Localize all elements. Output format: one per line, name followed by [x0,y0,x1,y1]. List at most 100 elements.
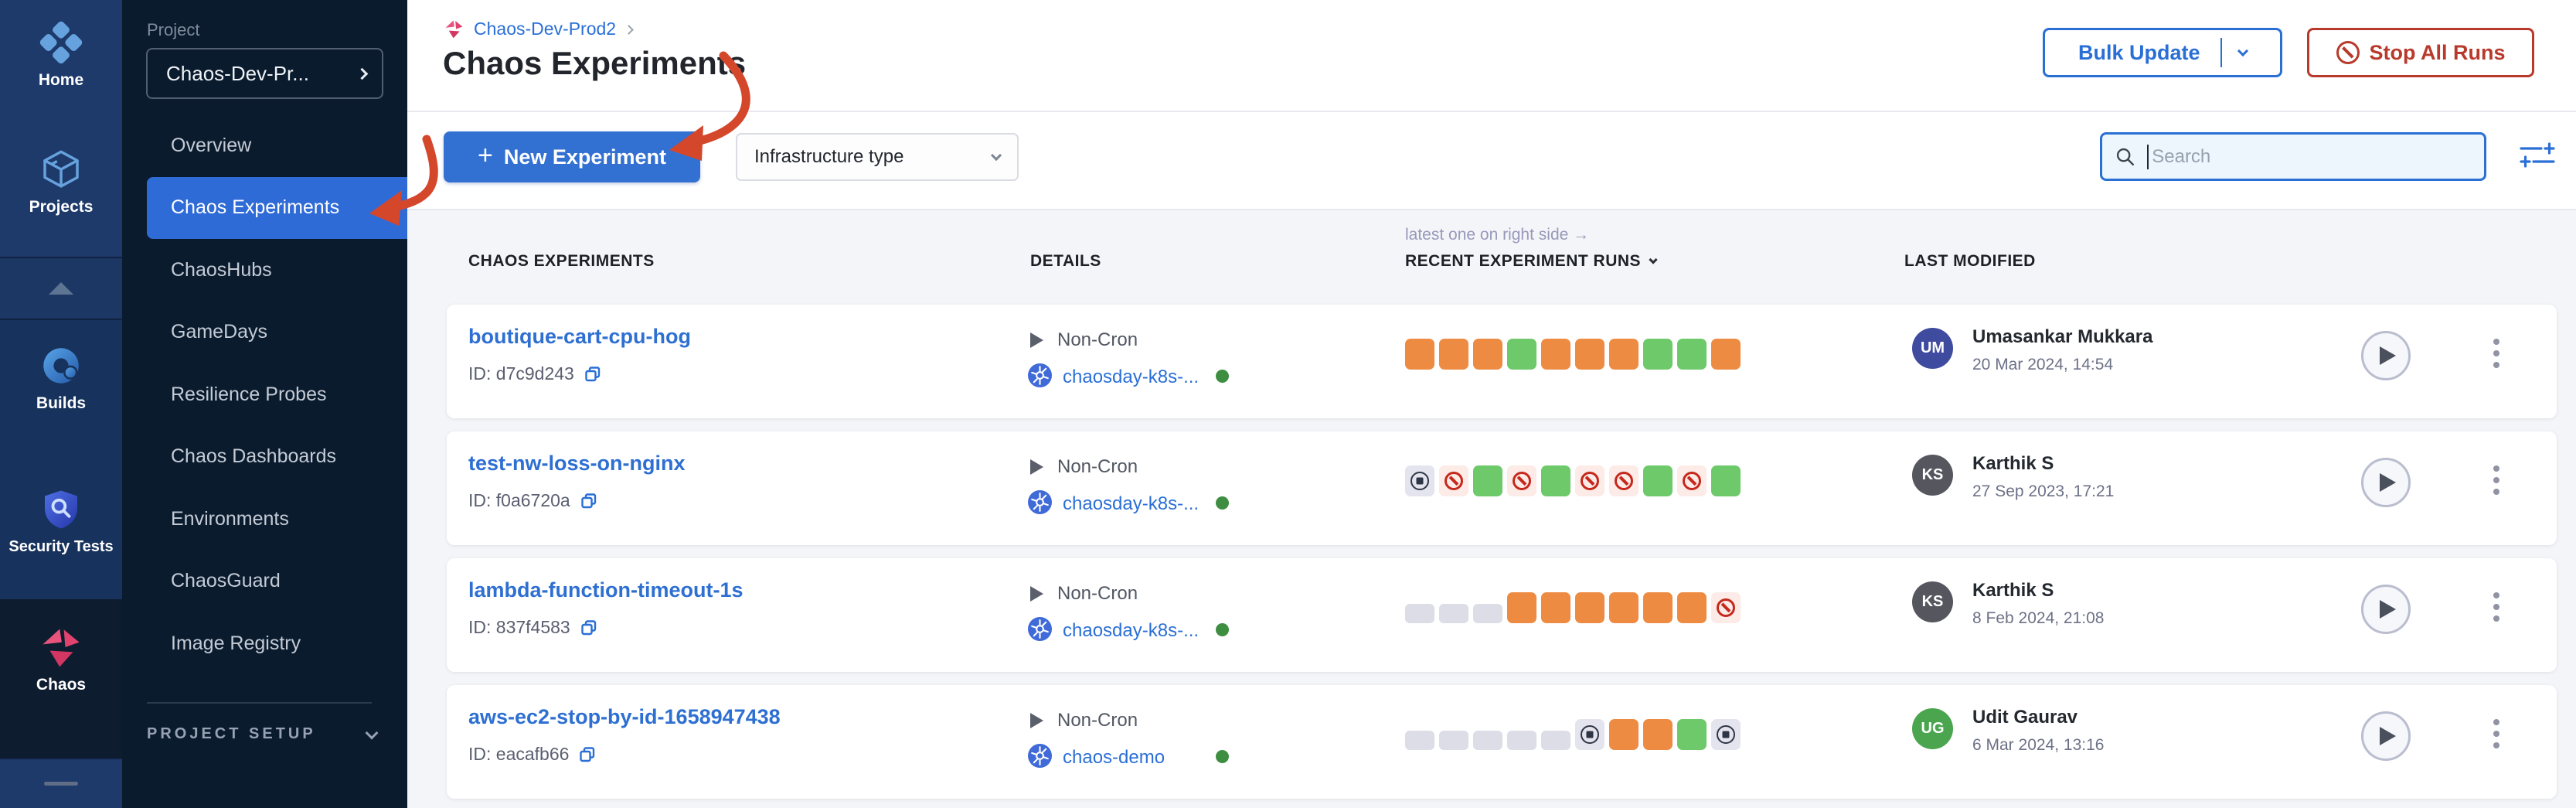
infra-link[interactable]: chaosday-k8s-... [1063,366,1200,387]
infra-link[interactable]: chaosday-k8s-... [1063,620,1200,641]
modified-date: 6 Mar 2024, 13:16 [1972,736,2105,754]
project-setup-toggle[interactable]: PROJECT SETUP [147,725,379,743]
run-tile-green[interactable] [1711,465,1741,496]
copy-icon[interactable] [578,745,597,764]
sidebar-item-builds[interactable]: Builds [0,343,122,413]
run-tile-orange[interactable] [1575,339,1604,370]
row-menu-button[interactable] [2489,334,2504,373]
experiment-row[interactable]: aws-ec2-stop-by-id-1658947438 ID: eacafb… [447,685,2557,799]
run-tile-aborted[interactable] [1609,465,1638,496]
run-tile-empty[interactable] [1405,604,1434,623]
run-tile-orange[interactable] [1405,339,1434,370]
run-experiment-button[interactable] [2361,585,2411,634]
rail-collapse-button[interactable] [0,257,122,320]
run-tile-orange[interactable] [1609,339,1638,370]
infra-link[interactable]: chaosday-k8s-... [1063,493,1200,514]
rail-more-section[interactable] [0,758,122,808]
run-tile-green[interactable] [1541,465,1570,496]
copy-icon[interactable] [580,492,598,510]
sidebar-item-projects[interactable]: Projects [0,147,122,216]
recent-runs [1405,592,1741,623]
run-tile-orange[interactable] [1541,592,1570,623]
run-tile-orange[interactable] [1643,719,1673,750]
nav-item-gamedays[interactable]: GameDays [171,321,268,343]
row-menu-button[interactable] [2489,588,2504,626]
experiment-name-link[interactable]: aws-ec2-stop-by-id-1658947438 [468,705,781,728]
run-tile-orange[interactable] [1473,339,1502,370]
sidebar-item-chaos[interactable]: Chaos [0,625,122,694]
nav-item-overview[interactable]: Overview [171,134,252,156]
project-setup-label: PROJECT SETUP [147,725,316,742]
run-tile-empty[interactable] [1473,604,1502,623]
run-tile-green[interactable] [1677,339,1707,370]
experiment-row[interactable]: test-nw-loss-on-nginx ID: f0a6720a Non-C… [447,431,2557,545]
run-tile-aborted[interactable] [1575,465,1604,496]
run-tile-orange[interactable] [1643,592,1673,623]
run-tile-empty[interactable] [1541,731,1570,750]
nav-item-chaos-dashboards[interactable]: Chaos Dashboards [171,445,337,468]
run-tile-orange[interactable] [1609,592,1638,623]
experiment-id-row: ID: eacafb66 [468,744,597,765]
nav-item-chaos-experiments[interactable]: Chaos Experiments [147,176,407,239]
nav-item-chaoshubs[interactable]: ChaosHubs [171,258,272,281]
run-experiment-button[interactable] [2361,711,2411,761]
run-tile-orange[interactable] [1609,719,1638,750]
nav-item-image-registry[interactable]: Image Registry [171,632,301,654]
column-header-details: DETAILS [1030,252,1101,270]
copy-icon[interactable] [580,619,598,637]
experiment-name-link[interactable]: lambda-function-timeout-1s [468,578,744,602]
run-tile-green[interactable] [1473,465,1502,496]
nav-item-environments[interactable]: Environments [171,507,289,530]
run-tile-orange[interactable] [1677,592,1707,623]
column-header-recent-runs[interactable]: RECENT EXPERIMENT RUNS [1405,252,1658,271]
run-tile-orange[interactable] [1575,592,1604,623]
experiment-name-link[interactable]: test-nw-loss-on-nginx [468,452,686,475]
row-menu-button[interactable] [2489,714,2504,753]
run-tile-green[interactable] [1643,339,1673,370]
security-tests-icon [39,487,83,532]
run-tile-empty[interactable] [1473,731,1502,750]
run-tile-empty[interactable] [1405,731,1434,750]
experiment-row[interactable]: lambda-function-timeout-1s ID: 837f4583 … [447,558,2557,672]
run-tile-aborted[interactable] [1439,465,1468,496]
new-experiment-button[interactable]: + New Experiment [444,131,700,182]
run-tile-empty[interactable] [1507,731,1536,750]
infrastructure-type-value: Infrastructure type [754,146,904,167]
experiment-row[interactable]: boutique-cart-cpu-hog ID: d7c9d243 Non-C… [447,305,2557,418]
run-experiment-button[interactable] [2361,331,2411,380]
search-input[interactable] [2152,145,2472,168]
copy-icon[interactable] [584,365,602,384]
run-tile-aborted[interactable] [1677,465,1707,496]
run-experiment-button[interactable] [2361,458,2411,507]
run-tile-orange[interactable] [1711,339,1741,370]
infrastructure-type-select[interactable]: Infrastructure type [736,133,1019,181]
nav-item-chaosguard[interactable]: ChaosGuard [171,570,281,592]
sidebar-item-security-tests[interactable]: Security Tests [0,487,122,556]
nav-item-resilience-probes[interactable]: Resilience Probes [171,383,327,405]
run-tile-stopped[interactable] [1405,465,1434,496]
run-tile-green[interactable] [1643,465,1673,496]
experiment-name-link[interactable]: boutique-cart-cpu-hog [468,325,691,348]
column-header-chaos-experiments: CHAOS EXPERIMENTS [468,252,655,270]
stop-all-runs-button[interactable]: Stop All Runs [2307,28,2534,77]
project-selector[interactable]: Chaos-Dev-Pr... [146,48,383,99]
run-tile-orange[interactable] [1507,592,1536,623]
bulk-update-button[interactable]: Bulk Update [2043,28,2282,77]
rail-label-projects: Projects [29,198,94,216]
run-tile-stopped[interactable] [1711,719,1741,750]
breadcrumb-project-link[interactable]: Chaos-Dev-Prod2 [474,19,617,39]
run-tile-aborted[interactable] [1711,592,1741,623]
filter-settings-icon[interactable] [2520,139,2555,170]
run-tile-green[interactable] [1507,339,1536,370]
run-tile-green[interactable] [1677,719,1707,750]
page-title: Chaos Experiments [443,45,747,81]
run-tile-orange[interactable] [1439,339,1468,370]
run-tile-stopped[interactable] [1575,719,1604,750]
run-tile-orange[interactable] [1541,339,1570,370]
sidebar-item-home[interactable]: Home [0,20,122,90]
infra-link[interactable]: chaos-demo [1063,747,1165,768]
run-tile-aborted[interactable] [1507,465,1536,496]
run-tile-empty[interactable] [1439,604,1468,623]
row-menu-button[interactable] [2489,461,2504,499]
run-tile-empty[interactable] [1439,731,1468,750]
